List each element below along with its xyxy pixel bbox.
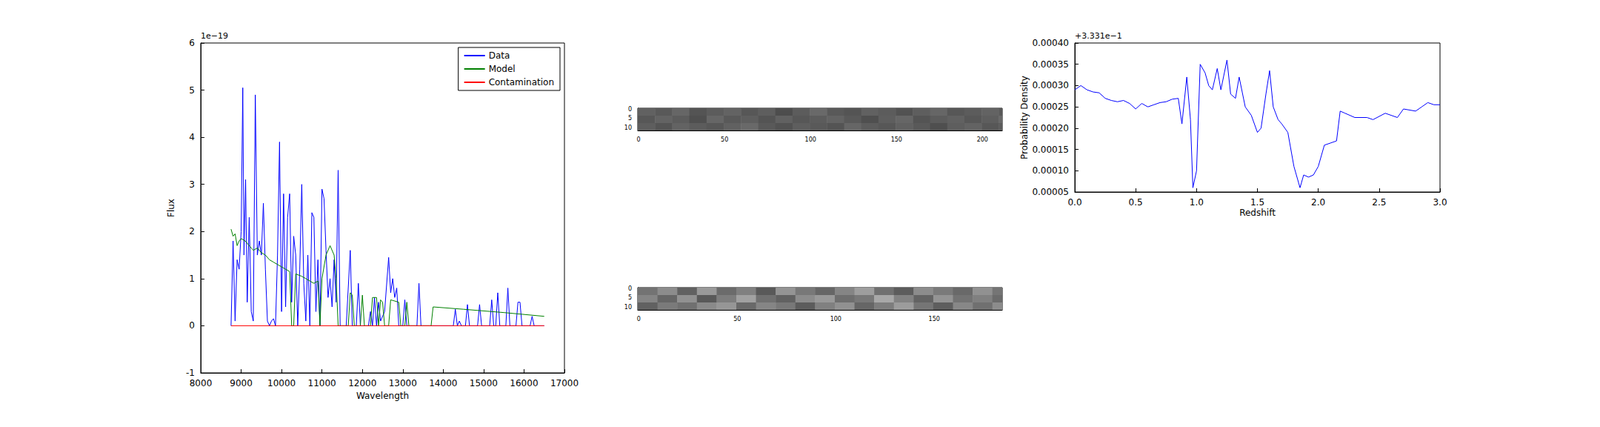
svg-text:1: 1 [188, 273, 195, 284]
svg-text:Flux: Flux [165, 198, 177, 218]
svg-text:8000: 8000 [189, 377, 213, 389]
svg-text:0: 0 [188, 320, 195, 331]
svg-text:16000: 16000 [509, 377, 538, 389]
svg-text:17000: 17000 [550, 377, 579, 389]
svg-text:Contamination: Contamination [488, 77, 555, 88]
svg-text:15000: 15000 [469, 377, 498, 389]
svg-text:0: 0 [637, 136, 641, 143]
svg-text:0.5: 0.5 [1128, 197, 1143, 208]
svg-text:10: 10 [624, 303, 632, 311]
svg-text:10: 10 [624, 124, 632, 132]
svg-text:0.00030: 0.00030 [1031, 80, 1069, 91]
svg-text:2: 2 [188, 225, 195, 237]
svg-text:100: 100 [805, 136, 817, 143]
svg-text:0.00025: 0.00025 [1031, 101, 1069, 112]
svg-text:-1: -1 [185, 367, 195, 378]
svg-text:50: 50 [720, 136, 729, 143]
svg-text:11000: 11000 [308, 377, 337, 389]
svg-text:0.00015: 0.00015 [1031, 144, 1069, 155]
svg-text:0.00020: 0.00020 [1031, 122, 1069, 134]
svg-text:0: 0 [637, 315, 641, 323]
svg-text:150: 150 [891, 136, 903, 143]
svg-text:5: 5 [628, 294, 632, 301]
svg-text:Wavelength: Wavelength [356, 390, 409, 401]
svg-text:2.0: 2.0 [1311, 197, 1326, 208]
svg-text:0: 0 [628, 105, 632, 113]
svg-text:5: 5 [188, 85, 195, 96]
svg-text:Data: Data [488, 50, 511, 61]
svg-text:9000: 9000 [229, 377, 253, 389]
svg-text:4: 4 [188, 131, 195, 143]
svg-text:10000: 10000 [267, 377, 296, 389]
svg-text:0: 0 [628, 285, 632, 292]
svg-text:50: 50 [733, 315, 741, 323]
svg-text:+3.331e−1: +3.331e−1 [1074, 31, 1123, 41]
svg-text:Redshift: Redshift [1239, 207, 1276, 218]
svg-text:0.00035: 0.00035 [1031, 59, 1069, 70]
svg-text:Model: Model [488, 63, 516, 75]
svg-text:12000: 12000 [348, 377, 377, 389]
svg-text:14000: 14000 [428, 377, 458, 389]
svg-text:3: 3 [188, 179, 195, 190]
svg-text:3.0: 3.0 [1432, 197, 1447, 208]
svg-text:2.5: 2.5 [1371, 197, 1386, 208]
svg-text:200: 200 [977, 136, 989, 143]
svg-text:1e−19: 1e−19 [200, 31, 229, 41]
svg-text:0.0: 0.0 [1067, 197, 1082, 208]
svg-text:0.00005: 0.00005 [1031, 186, 1069, 198]
svg-text:1.0: 1.0 [1189, 197, 1204, 208]
svg-text:5: 5 [628, 114, 632, 122]
svg-text:Probability Density: Probability Density [1019, 75, 1030, 160]
svg-text:0.00010: 0.00010 [1031, 165, 1069, 176]
svg-text:6: 6 [188, 37, 195, 49]
svg-text:100: 100 [830, 315, 842, 323]
svg-text:0.00040: 0.00040 [1031, 37, 1069, 49]
svg-text:13000: 13000 [388, 377, 418, 389]
svg-text:150: 150 [928, 315, 940, 323]
svg-text:1.5: 1.5 [1250, 197, 1265, 208]
